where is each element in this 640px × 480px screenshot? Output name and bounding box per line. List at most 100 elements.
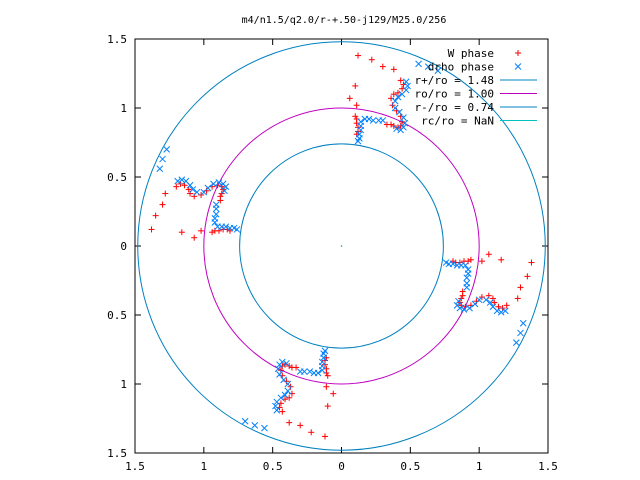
y-tick-label: 0 (120, 240, 127, 253)
point-s1-r1-12 (455, 297, 462, 305)
point-s1-r1-7 (471, 300, 479, 308)
point-s1-r3-9 (215, 179, 223, 186)
point-s1-r0-1 (404, 82, 411, 90)
point-s1-r0-14 (375, 117, 383, 124)
x-tick-label: 0.5 (400, 460, 420, 473)
point-s1-r2-11 (278, 358, 286, 366)
point-s1-r0-7 (395, 108, 403, 116)
point-s1-r2-17 (314, 369, 322, 377)
point-s1-r3-5 (193, 188, 201, 196)
point-s0-r0-25 (352, 82, 359, 89)
point-s0-r3-2 (181, 182, 188, 189)
point-s1-r3-3 (186, 181, 194, 189)
point-s0-r0-21 (390, 66, 397, 73)
point-s0-r3-27 (198, 227, 205, 234)
point-s1-r1-24 (519, 319, 527, 327)
point-s0-r1-2 (495, 303, 502, 310)
x-tick-label: 0 (338, 460, 345, 473)
point-s0-r1-3 (491, 299, 498, 306)
point-s1-r1-20 (453, 261, 461, 269)
point-s1-r0-4 (394, 93, 402, 101)
point-s1-r3-24 (156, 165, 164, 173)
legend-marker-1 (514, 63, 522, 70)
legend-label-5: rc/ro = NaN (421, 115, 494, 128)
point-s0-r3-5 (191, 193, 198, 200)
y-tick-label: 1 (120, 102, 127, 115)
point-s1-r2-15 (306, 368, 314, 375)
point-s0-r2-15 (324, 372, 331, 379)
point-s0-r2-22 (297, 422, 304, 429)
point-s1-r1-3 (489, 303, 497, 311)
point-s0-r0-4 (390, 91, 397, 98)
x-tick-label: 1.5 (538, 460, 558, 473)
point-s1-r1-11 (453, 301, 461, 309)
point-s0-r2-5 (288, 390, 295, 397)
point-s1-r2-0 (273, 406, 281, 414)
point-s0-r0-26 (346, 95, 353, 102)
point-s0-r1-24 (528, 259, 535, 266)
point-s0-r3-22 (159, 201, 166, 208)
point-s0-r1-14 (459, 288, 466, 295)
point-s1-r3-0 (174, 177, 182, 185)
point-s1-r2-14 (300, 368, 308, 375)
point-s0-r2-21 (286, 419, 293, 426)
point-s1-r0-24 (415, 60, 422, 68)
point-s1-r0-12 (393, 125, 400, 133)
point-s1-r3-25 (159, 155, 166, 163)
point-s0-r0-3 (394, 89, 401, 96)
x-tick-label: 0.5 (263, 460, 283, 473)
point-s1-r1-1 (497, 308, 505, 316)
point-s1-r3-15 (212, 210, 220, 218)
point-s0-r2-4 (286, 394, 293, 401)
point-s0-r1-21 (514, 295, 521, 302)
point-s1-r3-20 (222, 223, 230, 231)
point-s1-r1-0 (501, 307, 509, 315)
point-s0-r0-22 (379, 63, 386, 70)
reference-circles (137, 41, 546, 451)
point-s1-r1-14 (463, 279, 471, 287)
point-s0-r1-15 (467, 256, 474, 263)
circle-2 (239, 143, 444, 349)
point-s1-r2-1 (272, 402, 279, 410)
point-s0-r2-14 (293, 364, 300, 371)
legend-label-4: r-/ro = 0.74 (415, 101, 495, 114)
point-s1-r2-24 (261, 424, 268, 432)
point-s1-r2-7 (280, 376, 288, 384)
point-s1-r2-26 (241, 417, 249, 425)
point-s1-r3-11 (222, 183, 230, 191)
point-s1-r1-25 (517, 329, 524, 337)
point-s1-r0-0 (402, 78, 410, 86)
point-s1-r0-15 (369, 117, 377, 124)
point-s1-r2-5 (284, 387, 292, 395)
point-s1-r1-4 (486, 299, 494, 306)
point-s0-r1-26 (485, 251, 492, 258)
point-s1-r1-26 (512, 339, 520, 346)
point-s1-r0-20 (357, 126, 365, 134)
point-s1-r2-9 (274, 365, 282, 373)
point-s1-r1-23 (442, 259, 450, 266)
point-s1-r3-26 (163, 146, 171, 153)
circle-0 (137, 41, 546, 451)
point-s1-r0-9 (401, 119, 409, 127)
point-s1-r1-5 (482, 296, 490, 304)
point-s1-r1-9 (460, 306, 468, 313)
point-s0-r0-15 (352, 113, 359, 120)
x-tick-label: 1 (476, 460, 483, 473)
point-s1-r2-25 (251, 422, 259, 429)
point-s0-r3-26 (191, 234, 198, 241)
point-s1-r3-1 (178, 176, 186, 184)
point-s1-r1-15 (463, 274, 471, 282)
origin-dot (340, 245, 343, 247)
point-s0-r3-3 (185, 186, 192, 193)
point-s1-r3-7 (204, 184, 212, 192)
legend-label-0: W phase (448, 47, 494, 60)
point-s1-r2-20 (318, 358, 326, 366)
legend-marker-0 (515, 50, 521, 56)
origin-marker (340, 245, 343, 247)
point-s1-r2-8 (276, 370, 283, 378)
point-s0-r1-27 (478, 258, 485, 265)
point-s1-r0-8 (400, 114, 407, 122)
point-s1-r3-8 (210, 180, 217, 188)
point-s0-r2-2 (277, 400, 284, 407)
